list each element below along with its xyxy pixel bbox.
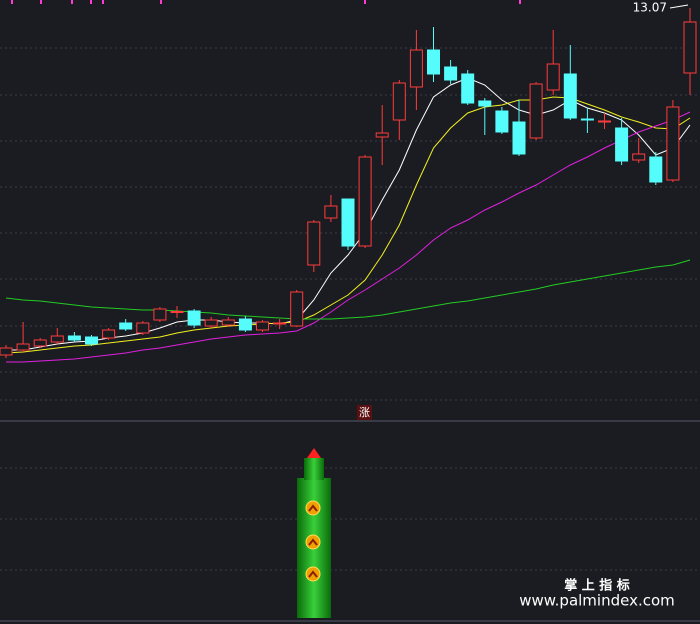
candle-body [580, 118, 594, 121]
candle-body [512, 121, 526, 155]
signal-column-top [304, 458, 324, 480]
candle-body [0, 347, 13, 356]
plot: 13.07 [0, 1, 697, 363]
candle-body [256, 321, 269, 331]
candle-body [50, 335, 64, 343]
candle-body [683, 21, 697, 74]
candle-body [102, 329, 116, 339]
candle-body [341, 198, 355, 247]
candle-body [136, 322, 150, 334]
candle-body [392, 82, 406, 121]
signal-marker: 涨 [357, 405, 372, 420]
candle-body [67, 335, 81, 341]
candle-body [204, 319, 218, 327]
candle-body [632, 153, 646, 161]
candle-body [307, 221, 321, 266]
candle-body [444, 66, 458, 81]
candle-body [187, 310, 201, 326]
watermark-url: www.palmindex.com [519, 592, 675, 610]
high-pointer [669, 4, 689, 9]
candle-body [375, 132, 389, 138]
arrow-icon [305, 534, 321, 550]
candle-body [649, 156, 663, 183]
candle-body [529, 83, 543, 139]
candle-body [563, 73, 577, 119]
candle-body [495, 110, 509, 133]
candle-body [273, 322, 287, 325]
candle-body [358, 156, 372, 247]
arrow-icon [305, 566, 321, 582]
watermark-title: 掌 上 指 标 [564, 578, 630, 594]
candle-body [85, 336, 98, 345]
candle-body [33, 339, 47, 347]
candle-body [409, 49, 423, 88]
candle-body [546, 63, 560, 91]
moving-average-line [6, 111, 691, 363]
candle-body [461, 73, 475, 104]
candle-body [170, 311, 184, 313]
candle-body [16, 343, 30, 351]
candle-body [324, 205, 338, 219]
indicator-bar [297, 448, 331, 618]
arrow-icon [305, 500, 321, 516]
candle-body [153, 308, 167, 321]
signal-box [357, 405, 372, 420]
candle-body [478, 100, 492, 107]
signal-triangle [307, 448, 321, 458]
candle-body [238, 318, 252, 331]
candle-body [598, 120, 611, 123]
candle-body [119, 322, 133, 330]
signal-label: 涨 [359, 406, 370, 419]
high-label: 13.07 [633, 1, 667, 15]
candle-body [221, 319, 235, 326]
top-ticks [11, 0, 521, 4]
candle-body [427, 49, 440, 75]
candle-body [290, 291, 304, 327]
candle-body [666, 106, 680, 181]
moving-average-line [5, 259, 691, 320]
candle-body [615, 127, 629, 162]
